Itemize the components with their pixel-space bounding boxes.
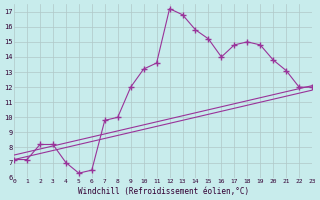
X-axis label: Windchill (Refroidissement éolien,°C): Windchill (Refroidissement éolien,°C) [77,187,249,196]
